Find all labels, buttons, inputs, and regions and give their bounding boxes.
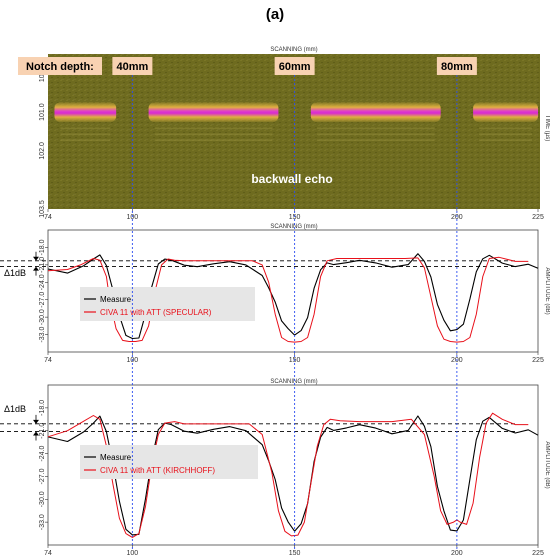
notch-depth-value: 60mm: [279, 61, 311, 73]
y-tick-label: -27.0: [39, 468, 46, 484]
kirchhoff-amplitude-panel: SCANNING (mm) AMPLITUDE (dB) -18.0 -21.0 -…: [0, 379, 550, 557]
y-tick-label: -30.0: [39, 309, 46, 325]
civa-line: [47, 256, 529, 343]
x-tick-label: 74: [44, 357, 52, 364]
backwall-echo-band: [473, 102, 538, 123]
backwall-echo-band: [310, 102, 441, 123]
notch-depth-value: 40mm: [116, 61, 148, 73]
backwall-echo-band: [54, 102, 117, 123]
bscan-y-tick-label: 103.5: [39, 200, 46, 218]
delta-arrowhead: [33, 419, 39, 424]
y-tick-label: -18.0: [39, 239, 46, 255]
bscan-y-tick-label: 101.0: [39, 103, 46, 121]
x-tick-label: 100: [127, 550, 139, 557]
notch-depth-box: [112, 57, 153, 75]
figure-label: (a): [265, 6, 285, 23]
y-tick-label: -18.0: [39, 400, 46, 416]
x-tick-label: 150: [289, 550, 301, 557]
bscan-x-tick-label: 150: [289, 214, 301, 221]
y-tick-label: -33.0: [39, 326, 46, 342]
specular-delta-arrows: [33, 251, 39, 276]
x-tick-label: 200: [451, 550, 463, 557]
notch-depth-box: [274, 57, 315, 75]
bscan-x-tick-label: 100: [127, 214, 139, 221]
notch-depth-box: [436, 57, 477, 75]
kirchhoff-delta-arrows: [33, 414, 39, 441]
delta-arrowhead: [33, 256, 39, 261]
x-tick-label: 225: [532, 550, 544, 557]
kirchhoff-legend-measure: Measure: [100, 453, 132, 462]
specular-legend-civa: CIVA 11 with ATT (SPECULAR): [100, 308, 212, 317]
notch-depth-label: Notch depth:: [26, 61, 94, 73]
y-tick-label: -21.0: [39, 257, 46, 273]
specular-x-axis-label: SCANNING (mm): [270, 224, 317, 230]
specular-delta-label: Δ1dB: [4, 268, 26, 278]
kirchhoff-x-axis-label: SCANNING (mm): [270, 379, 317, 385]
backwall-echo-label: backwall echo: [251, 172, 332, 186]
y-tick-label: -30.0: [39, 491, 46, 507]
measure-line: [47, 415, 539, 536]
bscan-y-axis-label: TIME (µs): [544, 115, 550, 141]
kirchhoff-legend-box: [80, 445, 258, 479]
bscan-y-tick-label: 102.0: [39, 142, 46, 160]
y-tick-label: -24.0: [39, 274, 46, 290]
notch-labels: Notch depth: 40mm 60mm 80mm: [18, 57, 477, 75]
backwall-echo-band: [148, 102, 279, 123]
kirchhoff-legend: Measure CIVA 11 with ATT (KIRCHHOFF): [80, 445, 258, 479]
bscan-x-tick-label: 225: [532, 214, 544, 221]
bscan-x-axis-label: SCANNING (mm): [270, 47, 317, 53]
y-tick-label: -27.0: [39, 292, 46, 308]
measure-line: [47, 253, 539, 340]
x-tick-label: 74: [44, 550, 52, 557]
specular-legend-box: [80, 287, 255, 321]
bscan-x-tick-label: 74: [44, 214, 52, 221]
bscan-x-tick-label: 200: [451, 214, 463, 221]
specular-y-axis-label: AMPLITUDE (dB): [544, 267, 550, 314]
y-tick-label: -33.0: [39, 514, 46, 530]
y-tick-label: -24.0: [39, 445, 46, 461]
y-tick-label: -21.0: [39, 423, 46, 439]
notch-guide-lines: [131, 75, 458, 549]
bscan-background: [48, 54, 540, 209]
x-tick-label: 225: [532, 357, 544, 364]
specular-legend: Measure CIVA 11 with ATT (SPECULAR): [80, 287, 255, 321]
notch-depth-label-box: [18, 57, 102, 75]
kirchhoff-legend-civa: CIVA 11 with ATT (KIRCHHOFF): [100, 466, 215, 475]
delta-arrowhead: [33, 266, 39, 271]
notch-depth-value: 80mm: [441, 61, 473, 73]
specular-legend-measure: Measure: [100, 295, 132, 304]
kirchhoff-delta-label: Δ1dB: [4, 404, 26, 414]
delta-arrowhead: [33, 431, 39, 436]
specular-amplitude-panel: SCANNING (mm) AMPLITUDE (dB) -18.0-21.0-…: [0, 224, 550, 364]
kirchhoff-y-axis-label: AMPLITUDE (dB): [544, 441, 550, 488]
